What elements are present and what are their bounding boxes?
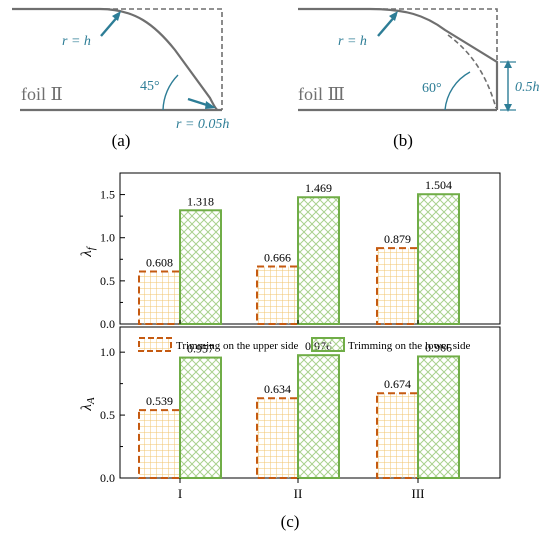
ylabel-lambda-f: λf (79, 245, 97, 258)
foil-a-profile (12, 7, 222, 112)
foil-name-b: foil Ⅲ (298, 84, 345, 104)
arrow-b-top-head (389, 11, 398, 21)
data-label-lambda-f-upper-II: 0.666 (264, 251, 291, 265)
category-label-II: II (294, 486, 303, 501)
angle-arc-b (444, 71, 471, 111)
data-label-lambda-a-lower-III: 0.966 (425, 340, 452, 354)
panel-a: r = h 45° r = 0.05h foil Ⅱ (a) (12, 7, 229, 150)
ytick-label-lambda-f: 0.0 (100, 317, 115, 331)
ytick-label-lambda-a: 1.0 (100, 345, 115, 359)
data-label-lambda-a-upper-II: 0.634 (264, 382, 291, 396)
bar-lambda-f-upper-II (256, 265, 299, 326)
legend-label-lower: Trimming on the lower side (348, 340, 471, 352)
foil-a-dashed-outline (105, 8, 223, 110)
ylabel-lambda-a: λA (79, 397, 97, 412)
data-label-lambda-a-upper-I: 0.539 (146, 394, 173, 408)
height-arrow-top-b (504, 60, 512, 68)
bar-lambda-a-lower-II (297, 354, 340, 480)
bar-lambda-a-upper-II (256, 397, 299, 480)
bar-lambda-f-lower-III (417, 193, 460, 325)
bar-lambda-a-lower-III (417, 355, 460, 480)
foil-b-profile (298, 7, 499, 112)
legend-swatch-lower (311, 337, 345, 352)
category-label-III: III (412, 486, 425, 501)
data-label-lambda-f-lower-III: 1.504 (425, 178, 452, 192)
ytick-label-lambda-f: 1.5 (100, 188, 115, 202)
data-label-lambda-f-upper-I: 0.608 (146, 256, 173, 270)
panel-b: r = h 60° 0.5h foil Ⅲ (b) (298, 7, 540, 150)
chart-lambda-a: 0.00.51.00.5390.957I0.6340.976II0.6740.9… (100, 339, 460, 501)
bar-lambda-a-upper-III (376, 392, 419, 479)
data-label-lambda-f-lower-II: 1.469 (305, 181, 332, 195)
foil-name-a: foil Ⅱ (21, 84, 63, 104)
bar-lambda-a-lower-I (179, 356, 222, 480)
r-tip-label-a: r = 0.05h (176, 117, 229, 132)
angle-label-a: 45° (140, 79, 160, 94)
bar-lambda-f-upper-III (376, 247, 419, 326)
angle-label-b: 60° (422, 81, 442, 96)
ylabel-lambda-a-symbol: λ (79, 404, 95, 412)
panel-c-label: (c) (281, 512, 300, 531)
chart-lambda-f: 0.0 0.5 1.0 1.5 0.608 1.318 0.666 1.469 0.879 1.5… (100, 178, 460, 331)
data-label-lambda-a-lower-I: 0.957 (187, 342, 214, 356)
height-label-b: 0.5h (515, 80, 540, 95)
panel-b-label: (b) (393, 131, 413, 150)
ytick-label-lambda-a: 0.5 (100, 408, 115, 422)
bar-lambda-f-lower-I (179, 209, 222, 325)
bar-lambda-f-lower-II (297, 196, 340, 326)
ytick-label-lambda-f: 1.0 (100, 231, 115, 245)
arrow-a-tip-head (205, 101, 216, 109)
data-label-lambda-a-upper-III: 0.674 (384, 377, 411, 391)
bar-lambda-a-upper-I (138, 409, 181, 480)
ytick-label-lambda-f: 0.5 (100, 274, 115, 288)
height-arrow-bottom-b (504, 104, 512, 112)
legend-label-upper: Trimming on the upper side (176, 340, 299, 352)
arrow-a-top-head (112, 11, 121, 21)
legend: Trimming on the upper side Trimming on t… (138, 337, 471, 352)
foil-b-dashed-curve (447, 34, 497, 109)
panel-a-label: (a) (112, 131, 131, 150)
legend-swatch-upper (138, 337, 172, 352)
ylabel-lambda-a-sub: A (85, 397, 97, 405)
data-label-lambda-f-upper-III: 0.879 (384, 232, 411, 246)
r-top-label-a: r = h (62, 34, 91, 49)
category-label-I: I (178, 486, 182, 501)
ytick-label-lambda-a: 0.0 (100, 471, 115, 485)
panel-c: 0.0 0.5 1.0 1.5 0.608 1.318 0.666 1.469 0.879 1.5… (79, 172, 501, 531)
bar-lambda-f-upper-I (138, 270, 181, 326)
ylabel-lambda-f-symbol: λ (79, 250, 95, 258)
ylabel-lambda-f-sub: f (85, 245, 97, 250)
angle-arc-a (162, 74, 179, 111)
r-top-label-b: r = h (338, 34, 367, 49)
data-label-lambda-f-lower-I: 1.318 (187, 194, 214, 208)
foil-b-dashed-outline (375, 8, 498, 62)
